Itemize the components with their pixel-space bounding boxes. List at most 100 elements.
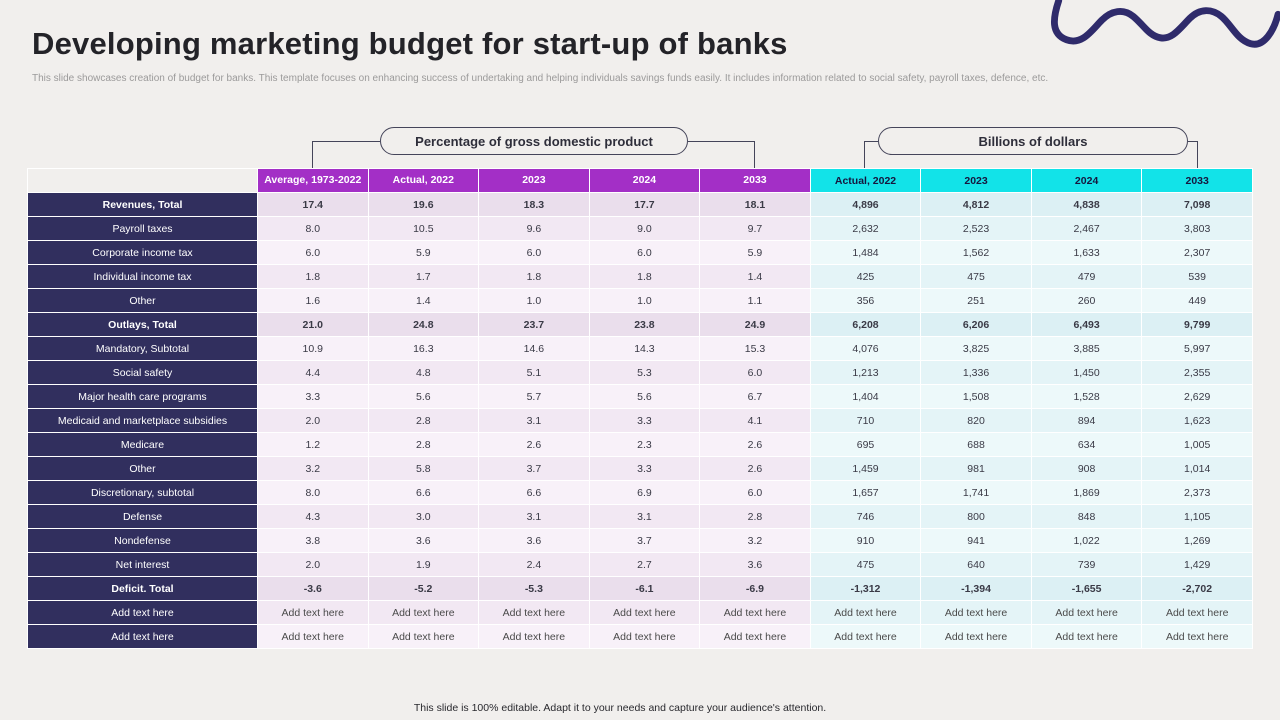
- cell-pct: 5.3: [588, 360, 701, 385]
- cell-pct: -6.9: [699, 576, 811, 601]
- cell-pct: 2.6: [699, 456, 811, 481]
- cell-pct: 6.0: [588, 240, 701, 265]
- group-label-billions-dollars-text: Billions of dollars: [978, 133, 1088, 149]
- cell-usd: 2,523: [920, 216, 1032, 241]
- cell-pct[interactable]: Add text here: [699, 600, 811, 625]
- cell-pct: 2.8: [699, 504, 811, 529]
- cell-usd: 3,885: [1030, 336, 1143, 361]
- cell-usd: 739: [1030, 552, 1143, 577]
- cell-pct: 6.0: [478, 240, 590, 265]
- cell-pct: 3.6: [699, 552, 811, 577]
- cell-pct: -3.6: [257, 576, 369, 601]
- cell-pct: 6.0: [257, 240, 369, 265]
- cell-pct[interactable]: Add text here: [588, 600, 701, 625]
- cell-usd[interactable]: Add text here: [920, 600, 1032, 625]
- cell-usd[interactable]: Add text here: [809, 624, 922, 649]
- row-label[interactable]: Add text here: [27, 624, 258, 649]
- row-label: Payroll taxes: [27, 216, 258, 241]
- cell-usd[interactable]: Add text here: [809, 600, 922, 625]
- cell-pct[interactable]: Add text here: [367, 624, 480, 649]
- cell-usd[interactable]: Add text here: [1030, 600, 1143, 625]
- table-row: Corporate income tax 6.0 5.9 6.0 6.0 5.9 1,484…: [27, 240, 1253, 265]
- table-row: Net interest 2.0 1.9 2.4 2.7 3.6 475 640 739 1,42…: [27, 552, 1253, 577]
- cell-usd: 260: [1030, 288, 1143, 313]
- cell-pct: 4.4: [257, 360, 369, 385]
- cell-pct: 8.0: [257, 480, 369, 505]
- cell-pct: 6.0: [699, 480, 811, 505]
- cell-pct: 19.6: [367, 192, 480, 217]
- cell-pct: 4.3: [257, 504, 369, 529]
- cell-usd[interactable]: Add text here: [1141, 624, 1253, 649]
- cell-usd: 1,657: [809, 480, 922, 505]
- table-row: Discretionary, subtotal 8.0 6.6 6.6 6.9 6.0 1,…: [27, 480, 1253, 505]
- cell-pct: -6.1: [588, 576, 701, 601]
- table-row: Revenues, Total 17.4 19.6 18.3 17.7 18.1 4,896…: [27, 192, 1253, 217]
- cell-pct: 2.6: [478, 432, 590, 457]
- cell-usd: 356: [809, 288, 922, 313]
- cell-pct: 3.3: [588, 408, 701, 433]
- row-label: Social safety: [27, 360, 258, 385]
- cell-usd: 1,484: [809, 240, 922, 265]
- cell-usd: 2,307: [1141, 240, 1253, 265]
- cell-pct: 1.1: [699, 288, 811, 313]
- cell-usd: 6,206: [920, 312, 1032, 337]
- cell-pct: -5.3: [478, 576, 590, 601]
- cell-pct: 18.3: [478, 192, 590, 217]
- cell-usd[interactable]: Add text here: [920, 624, 1032, 649]
- table-row: Deficit. Total -3.6 -5.2 -5.3 -6.1 -6.9 -1,312…: [27, 576, 1253, 601]
- cell-pct: 2.4: [478, 552, 590, 577]
- cell-pct: 1.0: [588, 288, 701, 313]
- row-label[interactable]: Add text here: [27, 600, 258, 625]
- cell-usd: 3,825: [920, 336, 1032, 361]
- cell-usd: 449: [1141, 288, 1253, 313]
- cell-usd: 908: [1030, 456, 1143, 481]
- cell-pct: 3.1: [588, 504, 701, 529]
- table-row: Payroll taxes 8.0 10.5 9.6 9.0 9.7 2,632 2,523 2…: [27, 216, 1253, 241]
- cell-usd: 695: [809, 432, 922, 457]
- row-label: Defense: [27, 504, 258, 529]
- row-label: Mandatory, Subtotal: [27, 336, 258, 361]
- cell-usd[interactable]: Add text here: [1141, 600, 1253, 625]
- cell-pct[interactable]: Add text here: [478, 600, 590, 625]
- cell-usd: 2,467: [1030, 216, 1143, 241]
- cell-usd: 941: [920, 528, 1032, 553]
- table-row: Social safety 4.4 4.8 5.1 5.3 6.0 1,213 1,336 1,…: [27, 360, 1253, 385]
- cell-pct[interactable]: Add text here: [257, 600, 369, 625]
- cell-pct: 1.2: [257, 432, 369, 457]
- cell-usd: 746: [809, 504, 922, 529]
- cell-pct: 1.9: [367, 552, 480, 577]
- cell-pct: 23.7: [478, 312, 590, 337]
- cell-pct[interactable]: Add text here: [699, 624, 811, 649]
- cell-pct: 6.6: [478, 480, 590, 505]
- cell-usd: -1,312: [809, 576, 922, 601]
- cell-usd: 640: [920, 552, 1032, 577]
- group-label-billions-dollars: Billions of dollars: [878, 127, 1188, 155]
- cell-pct: 1.4: [367, 288, 480, 313]
- table-row: Major health care programs 3.3 5.6 5.7 5.6 6.…: [27, 384, 1253, 409]
- cell-pct[interactable]: Add text here: [588, 624, 701, 649]
- cell-usd: -1,655: [1030, 576, 1143, 601]
- cell-usd[interactable]: Add text here: [1030, 624, 1143, 649]
- cell-usd: 820: [920, 408, 1032, 433]
- cell-pct[interactable]: Add text here: [478, 624, 590, 649]
- cell-pct: 3.7: [478, 456, 590, 481]
- cell-pct[interactable]: Add text here: [367, 600, 480, 625]
- table-row: Nondefense 3.8 3.6 3.6 3.7 3.2 910 941 1,022 1,26…: [27, 528, 1253, 553]
- col-header-usd-0: Actual, 2022: [809, 168, 922, 193]
- cell-pct: 1.8: [588, 264, 701, 289]
- table-row: Medicaid and marketplace subsidies 2.0 2.8…: [27, 408, 1253, 433]
- cell-pct[interactable]: Add text here: [257, 624, 369, 649]
- cell-usd: 425: [809, 264, 922, 289]
- cell-pct: 3.0: [367, 504, 480, 529]
- cell-usd: -2,702: [1141, 576, 1253, 601]
- cell-usd: 4,838: [1030, 192, 1143, 217]
- cell-usd: 9,799: [1141, 312, 1253, 337]
- row-label: Corporate income tax: [27, 240, 258, 265]
- cell-usd: 1,014: [1141, 456, 1253, 481]
- table-row: Other 3.2 5.8 3.7 3.3 2.6 1,459 981 908 1,014: [27, 456, 1253, 481]
- cell-pct: 4.1: [699, 408, 811, 433]
- row-label: Nondefense: [27, 528, 258, 553]
- row-label: Individual income tax: [27, 264, 258, 289]
- col-header-pct-1: Actual, 2022: [367, 168, 480, 193]
